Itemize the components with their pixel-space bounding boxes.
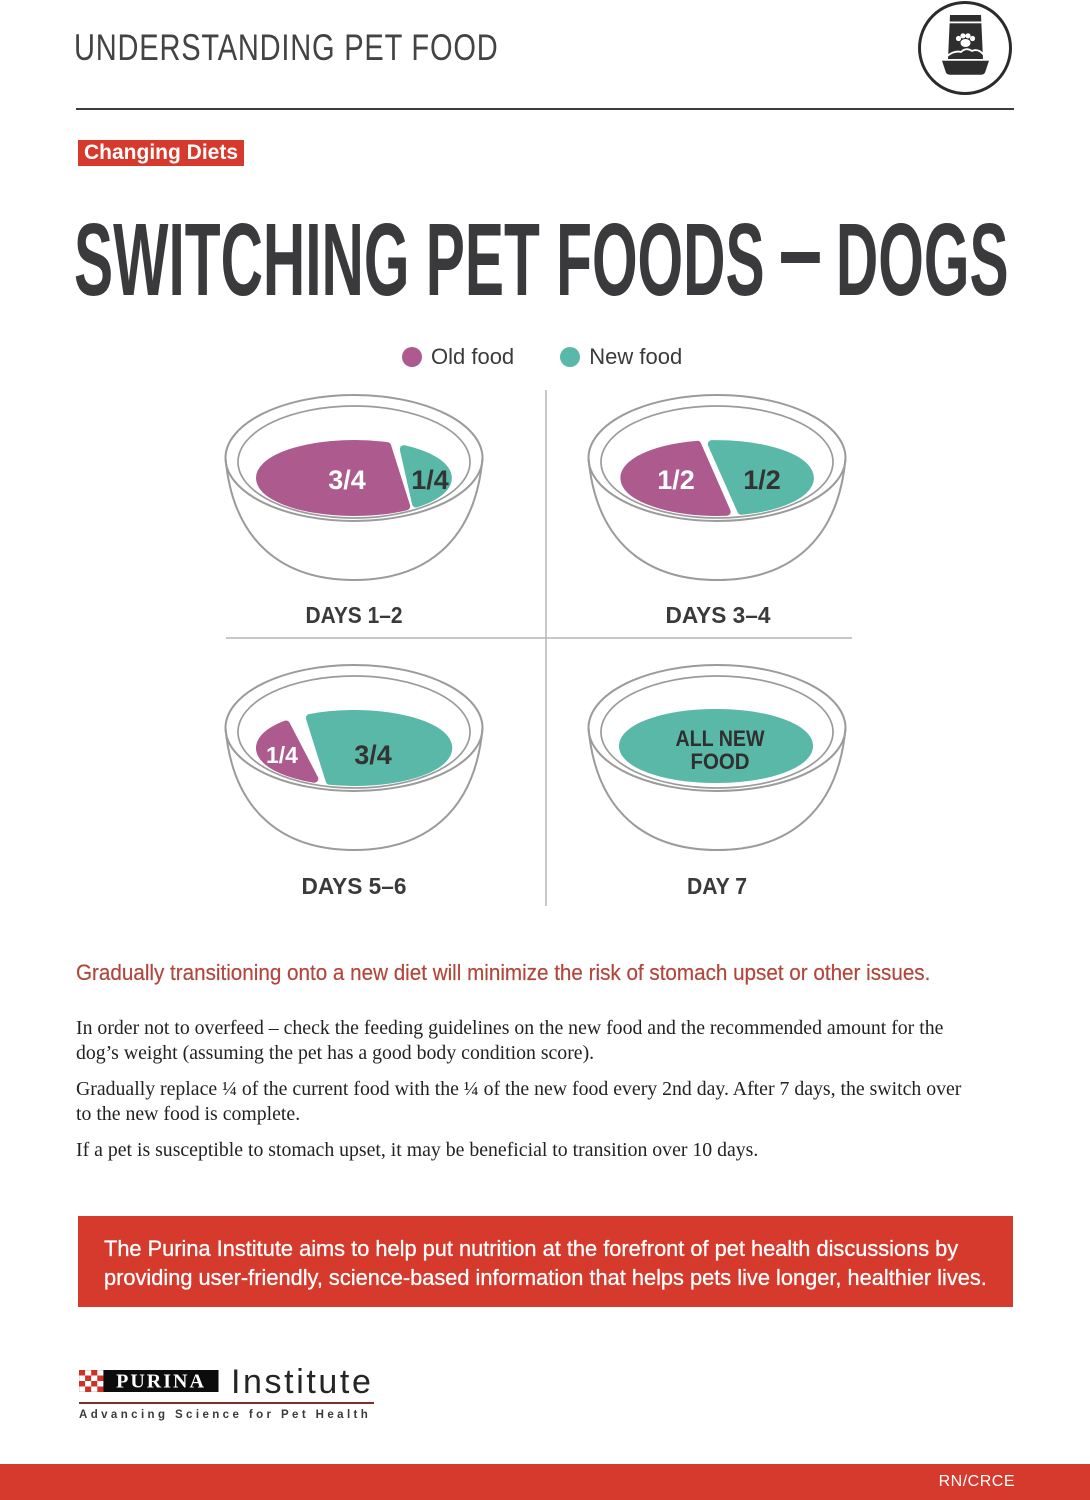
svg-text:3/4: 3/4 bbox=[328, 465, 366, 495]
svg-text:3/4: 3/4 bbox=[354, 740, 392, 770]
svg-text:1/4: 1/4 bbox=[266, 742, 298, 768]
svg-text:1/4: 1/4 bbox=[411, 465, 449, 495]
svg-text:1/2: 1/2 bbox=[743, 465, 781, 495]
svg-text:DAYS 1–2: DAYS 1–2 bbox=[306, 602, 403, 628]
svg-text:DAYS 3–4: DAYS 3–4 bbox=[666, 602, 771, 628]
svg-text:DAY 7: DAY 7 bbox=[687, 873, 747, 899]
svg-text:ALL NEW: ALL NEW bbox=[676, 726, 766, 751]
svg-text:FOOD: FOOD bbox=[691, 749, 750, 774]
svg-text:PURINA: PURINA bbox=[116, 1371, 206, 1393]
svg-text:DAYS 5–6: DAYS 5–6 bbox=[302, 873, 407, 899]
svg-text:1/2: 1/2 bbox=[657, 465, 695, 495]
